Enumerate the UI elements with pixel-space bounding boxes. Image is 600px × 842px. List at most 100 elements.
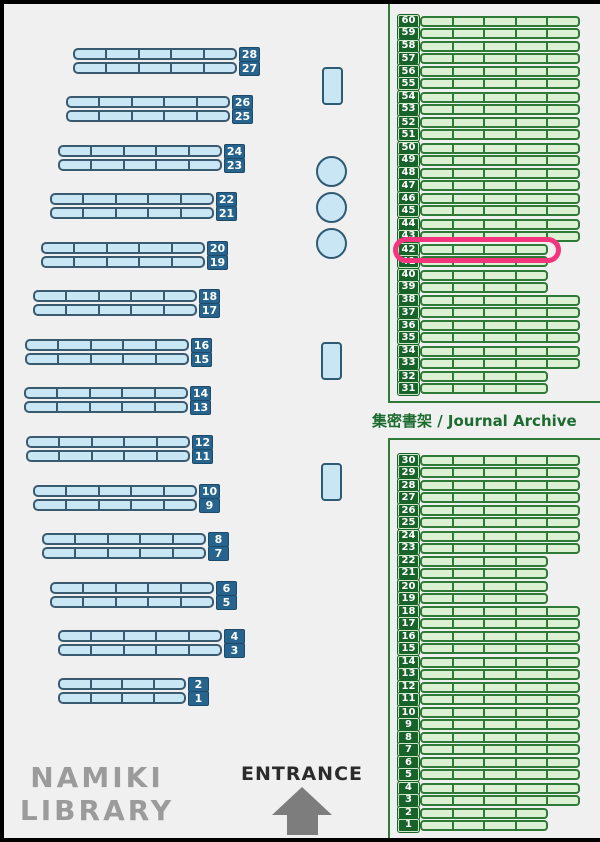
shelf-segment [422, 746, 454, 754]
shelf-segment [132, 306, 165, 314]
archive-shelf-23 [420, 542, 580, 554]
shelf-segment [485, 494, 517, 502]
shelf-segment [517, 796, 549, 804]
archive-shelf-40 [420, 269, 548, 281]
shelf-segment [124, 341, 157, 349]
bookshelf-14 [24, 387, 188, 399]
entrance-label: ENTRANCE [241, 763, 363, 785]
study-table-rect-3 [321, 463, 342, 501]
bookshelf-tag-1: 1 [188, 691, 209, 706]
shelf-segment [485, 246, 517, 254]
archive-shelf-2 [420, 807, 548, 819]
shelf-segment [165, 487, 195, 495]
bookshelf-tag-3: 3 [224, 643, 245, 658]
archive-shelf-45 [420, 205, 580, 217]
shelf-segment [548, 309, 578, 316]
shelf-segment [422, 296, 454, 304]
shelf-segment [173, 244, 203, 252]
shelf-segment [548, 170, 578, 177]
shelf-segment [422, 658, 454, 666]
shelf-segment [454, 80, 486, 88]
shelf-segment [149, 209, 182, 217]
shelf-segment [548, 771, 578, 778]
shelf-segment [548, 334, 578, 341]
shelf-segment [125, 646, 158, 654]
round-table-3 [315, 227, 347, 259]
shelf-segment [454, 29, 486, 37]
archive-shelf-15 [420, 643, 580, 655]
shelf-segment [205, 64, 235, 72]
archive-shelf-28 [420, 480, 580, 492]
shelf-segment [422, 821, 454, 829]
shelf-segment [517, 80, 549, 88]
shelf-segment [454, 322, 486, 330]
shelf-segment [28, 438, 61, 446]
shelf-segment [517, 373, 547, 380]
shelf-segment [422, 645, 454, 653]
shelf-segment [454, 519, 486, 527]
shelf-segment [517, 532, 549, 540]
shelf-segment [422, 105, 454, 113]
shelf-segment [485, 55, 517, 62]
shelf-segment [155, 694, 185, 702]
shelf-segment [454, 595, 485, 602]
shelf-segment [198, 112, 228, 120]
archive-shelf-tag-55: 55 [398, 77, 419, 91]
shelf-segment [60, 646, 93, 654]
shelf-segment [26, 403, 59, 411]
archive-shelf-tag-32: 32 [398, 370, 419, 384]
shelf-segment [76, 549, 109, 557]
shelf-segment [517, 645, 549, 653]
shelf-segment [454, 734, 486, 742]
bookshelf-11 [26, 450, 190, 462]
shelf-segment [548, 322, 578, 329]
shelf-segment [125, 452, 158, 460]
shelf-segment [107, 50, 140, 58]
frame-border-left [0, 0, 4, 842]
shelf-segment [517, 469, 549, 476]
shelf-segment [454, 771, 486, 779]
shelf-segment [422, 42, 454, 50]
shelf-segment [485, 595, 517, 602]
shelf-segment [454, 42, 486, 50]
archive-shelf-tag-58: 58 [398, 39, 419, 53]
shelf-segment [205, 50, 235, 58]
archive-shelf-20 [420, 581, 548, 592]
shelf-segment [422, 246, 454, 254]
shelf-segment [517, 709, 549, 716]
bookshelf-28 [73, 48, 237, 60]
library-name-line2: LIBRARY [19, 794, 175, 827]
shelf-segment [422, 220, 454, 228]
shelf-segment [190, 161, 220, 169]
shelf-segment [422, 93, 454, 101]
shelf-segment [165, 98, 198, 106]
shelf-segment [485, 709, 517, 716]
shelf-segment [190, 646, 220, 654]
shelf-segment [454, 220, 486, 228]
shelf-segment [517, 482, 549, 490]
bookshelf-26 [66, 96, 230, 108]
shelf-segment [422, 507, 454, 515]
shelf-segment [485, 569, 517, 577]
shelf-segment [485, 620, 517, 628]
archive-shelf-tag-37: 37 [398, 306, 419, 319]
archive-shelf-tag-40: 40 [398, 268, 419, 282]
bookshelf-25 [66, 110, 230, 122]
shelf-segment [517, 272, 547, 279]
bookshelf-tag-14: 14 [190, 386, 211, 401]
archive-shelf-49 [420, 154, 580, 166]
shelf-segment [454, 68, 486, 76]
study-table-rect-2 [321, 342, 342, 380]
archive-shelf-tag-9: 9 [398, 718, 419, 731]
shelf-segment [91, 389, 124, 397]
bookshelf-17 [33, 304, 197, 316]
shelf-segment [517, 822, 547, 829]
bookshelf-10 [33, 485, 197, 497]
shelf-segment [485, 322, 517, 330]
shelf-segment [125, 147, 158, 155]
shelf-segment [26, 389, 59, 397]
archive-shelf-tag-52: 52 [398, 116, 419, 130]
bookshelf-3 [58, 644, 222, 656]
shelf-segment [454, 93, 486, 101]
shelf-segment [92, 147, 125, 155]
